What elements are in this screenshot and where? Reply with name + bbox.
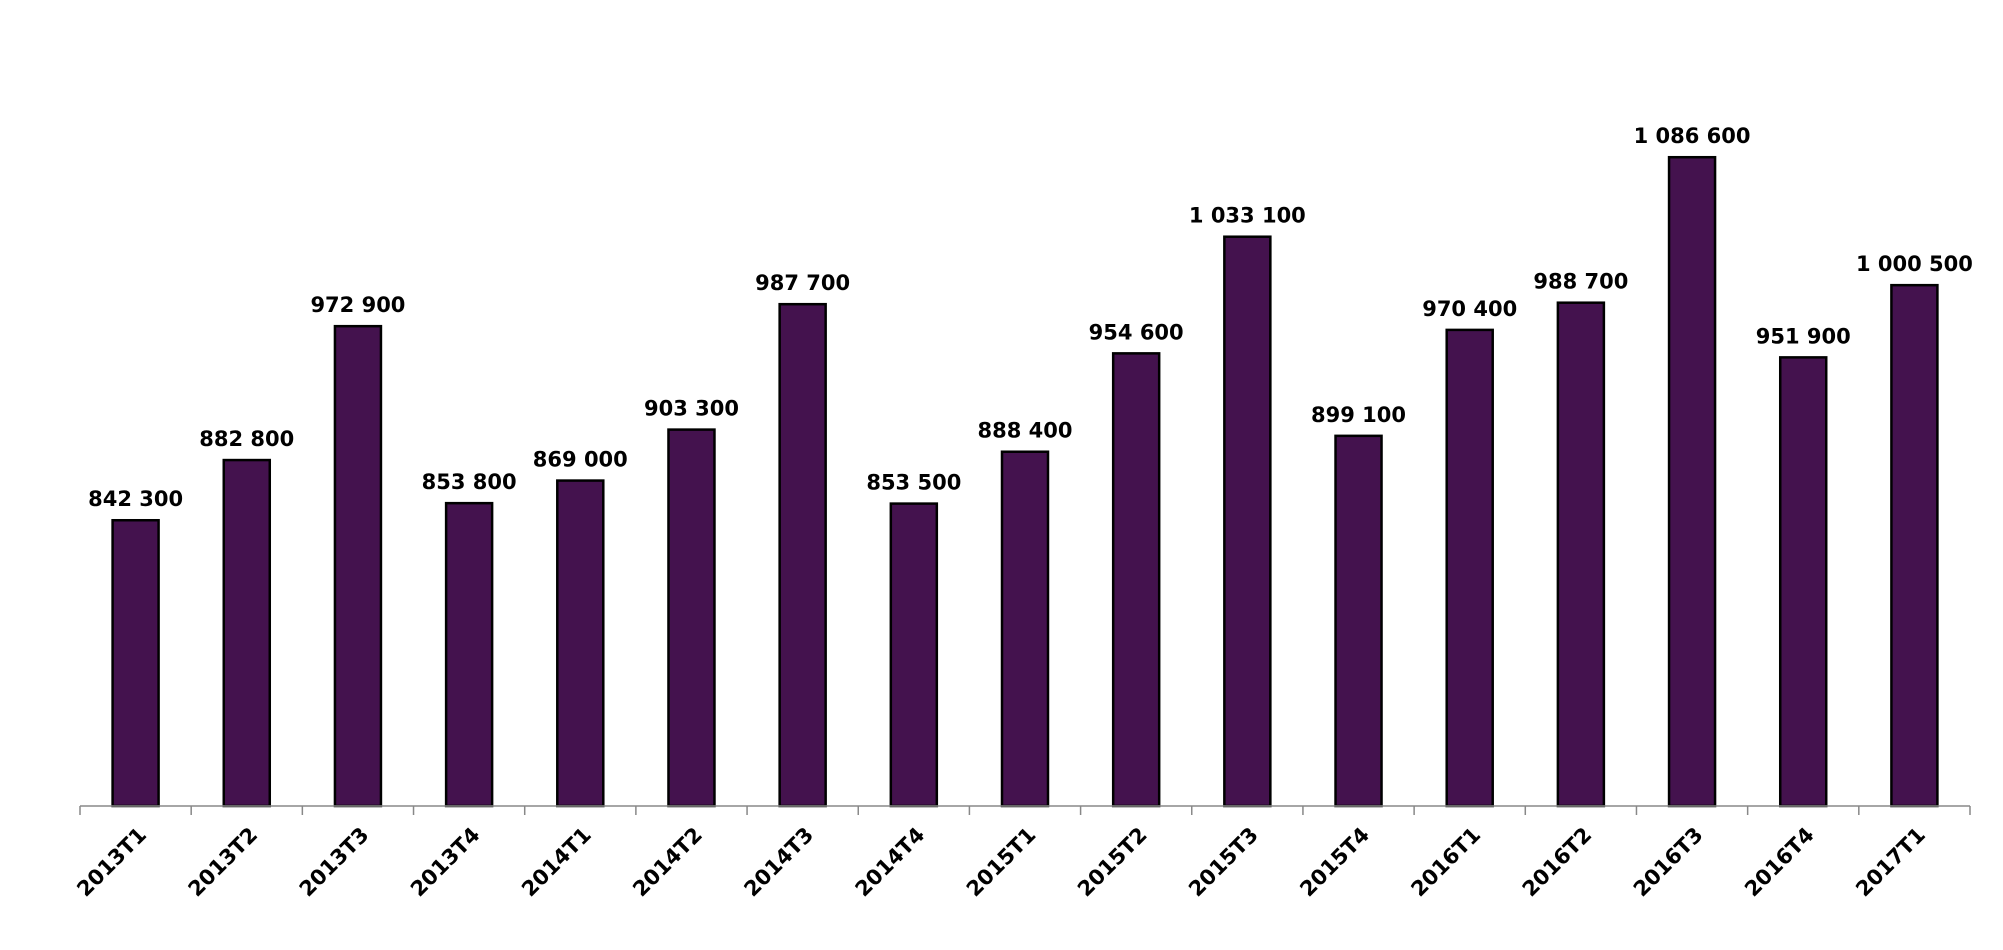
bar-2015T3 <box>1223 235 1272 808</box>
x-tick-label-2017T1: 2017T1 <box>1851 823 1930 902</box>
x-tick-label-2013T2: 2013T2 <box>184 823 263 902</box>
value-label-2013T1: 842 300 <box>88 487 183 511</box>
bar-2016T1 <box>1445 328 1494 808</box>
bars-group <box>111 155 1939 808</box>
value-label-2013T3: 972 900 <box>310 293 405 317</box>
value-label-2017T1: 1 000 500 <box>1856 252 1973 276</box>
bar-2016T3 <box>1667 155 1717 808</box>
value-label-2014T4: 853 500 <box>866 471 961 495</box>
x-tick-label-2015T4: 2015T4 <box>1295 823 1374 902</box>
bar-2013T2 <box>222 458 272 808</box>
x-tick-label-2014T2: 2014T2 <box>628 823 707 902</box>
x-tick-label-2015T2: 2015T2 <box>1073 823 1152 902</box>
value-label-2014T1: 869 000 <box>533 448 628 472</box>
value-label-2016T4: 951 900 <box>1756 324 1851 348</box>
bar-2015T1 <box>1000 450 1050 808</box>
bar-2014T2 <box>667 428 716 808</box>
bar-2015T2 <box>1111 352 1161 808</box>
x-tick-label-2015T3: 2015T3 <box>1184 823 1263 902</box>
value-label-2015T4: 899 100 <box>1311 403 1406 427</box>
x-tick-label-2016T4: 2016T4 <box>1740 823 1819 902</box>
bar-2014T3 <box>778 302 827 808</box>
bar-2016T4 <box>1778 356 1828 808</box>
x-tick-label-2013T1: 2013T1 <box>72 823 151 902</box>
x-tick-label-2014T1: 2014T1 <box>517 823 596 902</box>
value-label-2014T3: 987 700 <box>755 271 850 295</box>
bar-2013T1 <box>111 518 160 808</box>
x-axis-tick-labels-group: 2013T1 2013T2 2013T3 2013T4 2014T1 2014T2 2014… <box>72 823 1930 902</box>
value-label-2014T2: 903 300 <box>644 397 739 421</box>
x-tick-label-2013T3: 2013T3 <box>295 823 374 902</box>
x-tick-label-2014T3: 2014T3 <box>739 823 818 902</box>
value-label-2013T2: 882 800 <box>199 427 294 451</box>
x-tick-label-2013T4: 2013T4 <box>406 823 485 902</box>
bar-2015T4 <box>1334 434 1383 808</box>
bar-2014T4 <box>889 502 939 808</box>
value-label-2015T2: 954 600 <box>1089 320 1184 344</box>
value-label-2013T4: 853 800 <box>422 470 517 494</box>
x-tick-label-2015T1: 2015T1 <box>962 823 1041 902</box>
x-tick-label-2014T4: 2014T4 <box>851 823 930 902</box>
x-axis-ticks-group <box>79 806 1971 815</box>
bar-2013T3 <box>333 324 383 808</box>
value-label-2015T1: 888 400 <box>978 419 1073 443</box>
x-tick-label-2016T3: 2016T3 <box>1629 823 1708 902</box>
bar-2016T2 <box>1556 301 1606 808</box>
x-tick-label-2016T1: 2016T1 <box>1406 823 1485 902</box>
value-label-2016T3: 1 086 600 <box>1634 124 1751 148</box>
bar-2017T1 <box>1890 283 1939 808</box>
bar-2013T4 <box>444 501 494 808</box>
value-label-2016T2: 988 700 <box>1533 270 1628 294</box>
x-tick-label-2016T2: 2016T2 <box>1518 823 1597 902</box>
value-label-2016T1: 970 400 <box>1422 297 1517 321</box>
value-labels-group: 842 300 882 800 972 900 853 800 869 000 903 3… <box>88 124 1973 511</box>
value-label-2015T3: 1 033 100 <box>1189 204 1306 228</box>
bar-2014T1 <box>556 479 605 808</box>
